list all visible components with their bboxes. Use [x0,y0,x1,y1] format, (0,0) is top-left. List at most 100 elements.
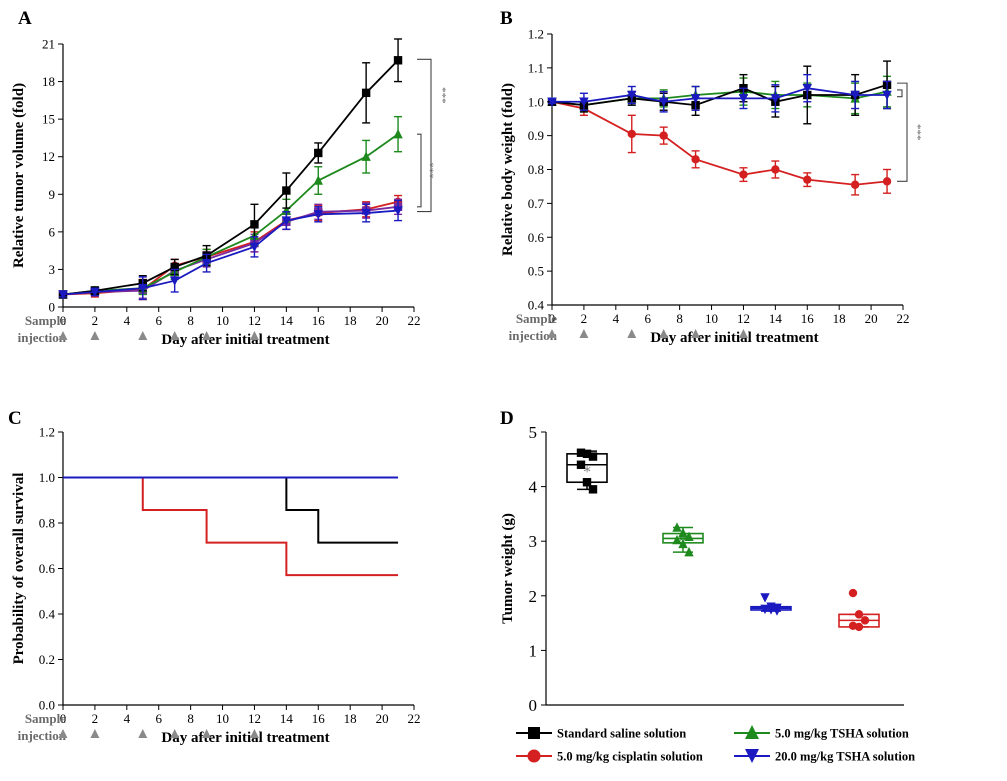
b-sample-label: Sample [516,311,557,326]
panel-b-body-weight-chart: 0 2 4 6 8 10 12 14 16 18 20 22 0.4 0.5 0.6 0.7 0.8 0.9 1.0… [500,8,923,346]
b-point-tsha20 [770,94,781,104]
a-y-tick-label: 12 [42,149,55,164]
legend-label-tsha20: 20.0 mg/kg TSHA solution [775,750,915,764]
c-x-axis-title: Day after initial treatment [161,730,329,746]
b-significance-label: *** [911,124,923,141]
b-point-tsha20 [547,97,557,107]
a-point-tsha20 [393,206,403,216]
c-x-tick-label: 2 [92,711,99,726]
a-y-tick-label: 18 [42,74,55,89]
a-x-tick-label: 0 [60,313,67,328]
a-x-tick-label: 12 [248,313,261,328]
a-point-tsha20 [281,216,292,226]
a-line-purple [62,205,399,296]
c-survival-line-cisplatin [63,476,399,577]
c-x-tick-label: 20 [376,711,389,726]
b-series-cisplatin [547,97,892,196]
b-x-tick-label: 4 [613,311,620,326]
a-injection-marker [170,331,180,340]
a-line-tsha20 [62,209,399,296]
b-series-tsha20 [547,73,892,113]
b-x-tick-label: 6 [644,311,651,326]
c-x-tick-label: 4 [124,711,131,726]
b-point-tsha20 [690,94,701,104]
a-panel-letter: A [18,8,32,29]
a-line-cisplatin [62,200,399,296]
a-point-tsha5 [313,175,323,185]
d-point-cisplatin [854,622,864,632]
d-box-tsha5: ∗ [662,522,704,557]
c-survival-line-saline [63,476,399,544]
d-y-tick-label: 3 [529,532,538,551]
a-point-tsha20 [138,284,148,294]
c-x-tick-label: 6 [155,711,162,726]
b-x-tick-label: 14 [769,311,783,326]
b-point-tsha20 [658,97,669,107]
d-y-tick-label: 2 [529,587,538,606]
a-point-tsha5 [393,128,403,139]
b-point-tsha20 [627,90,637,101]
c-y-tick-label: 1.2 [39,425,55,440]
d-point-cisplatin [848,588,858,598]
a-series-saline [58,38,403,299]
b-x-tick-label: 8 [676,311,683,326]
a-y-tick-label: 21 [42,37,55,52]
c-x-tick-label: 0 [60,711,67,726]
a-point-tsha20 [58,290,68,300]
b-point-cisplatin [691,155,700,164]
b-x-tick-label: 22 [897,311,910,326]
b-point-cisplatin [739,170,748,179]
a-point-saline [393,56,403,65]
b-point-cisplatin [659,131,668,140]
a-point-tsha20 [169,276,180,286]
legend-label-tsha5: 5.0 mg/kg TSHA solution [775,727,909,741]
b-point-cisplatin [882,177,892,186]
a-x-tick-label: 18 [344,313,357,328]
c-y-tick-label: 0.4 [39,607,56,622]
b-y-tick-label: 0.8 [528,162,544,177]
a-point-tsha20 [313,210,323,220]
d-point-saline [582,449,592,459]
d-point-tsha5 [678,527,688,538]
d-y-tick-label: 1 [529,641,538,660]
c-panel-letter: C [8,408,22,429]
d-mean-saline: ∗ [582,463,592,478]
a-point-tsha20 [90,287,100,298]
b-point-tsha20 [882,90,892,101]
a-y-tick-label: 3 [49,262,56,277]
a-injection-marker [90,331,100,340]
legend-marker-tsha20 [745,749,759,763]
b-x-tick-label: 20 [865,311,878,326]
b-point-tsha20 [579,97,589,107]
panel-d-tumor-weight-boxplot: 0 1 2 3 4 5 Tumor weight (g) D ∗ ∗ ∗ ∗ [500,408,904,715]
b-x-tick-label: 18 [833,311,846,326]
b-y-tick-label: 0.9 [528,128,544,143]
a-point-tsha5 [361,151,371,161]
legend-item-cisplatin: 5.0 mg/kg cisplatin solution [516,749,703,764]
b-y-tick-label: 0.4 [528,298,545,313]
a-x-tick-label: 6 [155,313,162,328]
legend-marker-saline [528,727,540,739]
a-point-saline [361,88,371,98]
b-y-tick-label: 0.7 [528,196,545,211]
panel-c-survival-chart: 0 2 4 6 8 10 12 14 16 18 20 22 0.0 0.2 0.4 0.6 0.8 1.0 1.2… [8,408,421,746]
c-x-tick-label: 18 [344,711,357,726]
a-point-tsha20 [249,242,260,253]
a-y-axis-title: Relative tumor volume (fold) [11,83,27,268]
c-x-tick-label: 14 [280,711,294,726]
b-point-cisplatin [771,165,780,174]
b-significance-bracket-outer [897,82,908,182]
a-x-tick-label: 2 [92,313,99,328]
d-box-tsha20: ∗ [750,593,792,617]
b-injection-marker [579,329,589,338]
c-injection-marker [58,729,68,738]
b-injection-label: injection [509,328,558,343]
d-point-tsha20 [772,606,782,616]
c-injection-marker [249,729,259,738]
a-x-tick-label: 4 [124,313,131,328]
legend-label-saline: Standard saline solution [557,727,686,741]
c-y-tick-label: 0.0 [39,698,55,713]
d-point-tsha5 [684,531,694,542]
d-point-cisplatin [860,616,870,625]
a-x-tick-label: 14 [280,313,294,328]
